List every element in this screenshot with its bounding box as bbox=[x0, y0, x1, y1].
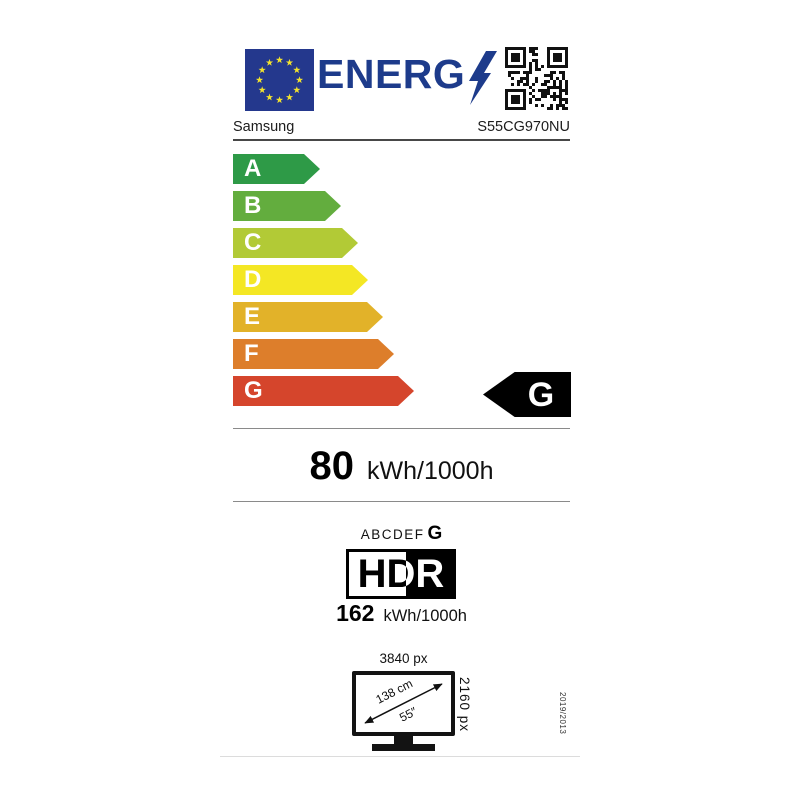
qr-code bbox=[505, 47, 568, 110]
diagonal-arrow: 138 cm 55″ bbox=[364, 676, 443, 725]
hdr-energy-unit: kWh/1000h bbox=[383, 607, 467, 625]
divider bbox=[233, 139, 570, 141]
energy-unit: kWh/1000h bbox=[367, 457, 494, 485]
rating-bar-letter: B bbox=[244, 192, 262, 219]
diagonal-cm: 138 cm bbox=[373, 676, 414, 706]
assigned-class-letter: G bbox=[527, 375, 555, 414]
assigned-class-arrow: G bbox=[483, 372, 571, 417]
regulation-number: 2019/2013 bbox=[558, 692, 567, 735]
rating-bar-letter: A bbox=[244, 155, 262, 182]
hdr-energy-value: 162 bbox=[336, 600, 375, 626]
rating-bar-a: A bbox=[233, 154, 320, 184]
rating-bar-letter: C bbox=[244, 229, 262, 256]
tv-stand-base bbox=[372, 744, 435, 751]
diagonal-inch: 55″ bbox=[397, 704, 420, 725]
hdr-assigned-class: G bbox=[427, 523, 443, 544]
divider bbox=[233, 428, 570, 429]
rating-bar-c: C bbox=[233, 228, 358, 258]
rating-bar-d: D bbox=[233, 265, 368, 295]
supplier-row: Samsung S55CG970NU bbox=[233, 119, 570, 135]
energy-consumption-sdr: 80 kWh/1000h bbox=[233, 444, 570, 489]
supplier-name: Samsung bbox=[233, 119, 295, 135]
tv-screen-diagram: 138 cm 55″ bbox=[352, 671, 455, 736]
rating-bar-letter: G bbox=[244, 377, 263, 404]
rating-bar-letter: E bbox=[244, 303, 261, 330]
model-number: S55CG970NU bbox=[477, 119, 570, 135]
tv-stand-neck bbox=[394, 735, 413, 745]
rating-bar-g: G bbox=[233, 376, 414, 406]
hdr-scale-letters: ABCDEF bbox=[360, 527, 425, 542]
rating-bar-letter: D bbox=[244, 266, 262, 293]
energy-consumption-hdr: 162 kWh/1000h bbox=[233, 600, 570, 627]
hdr-scale-row: ABCDEF G bbox=[233, 523, 570, 545]
rating-bar-letter: F bbox=[244, 340, 259, 367]
divider bbox=[233, 501, 570, 502]
rating-bar-f: F bbox=[233, 339, 394, 369]
eu-flag-icon bbox=[245, 49, 314, 111]
rating-bar-b: B bbox=[233, 191, 341, 221]
horizontal-resolution: 3840 px bbox=[379, 651, 428, 666]
page-divider bbox=[220, 756, 580, 757]
energy-value: 80 bbox=[309, 444, 355, 488]
lightning-bolt-icon bbox=[469, 51, 497, 105]
hdr-logo-text: HDR bbox=[357, 552, 445, 596]
energy-logo-text: ENERG bbox=[317, 51, 466, 97]
rating-bar-e: E bbox=[233, 302, 383, 332]
hdr-logo-box: HDR bbox=[346, 549, 456, 599]
vertical-resolution: 2160 px bbox=[457, 677, 472, 733]
